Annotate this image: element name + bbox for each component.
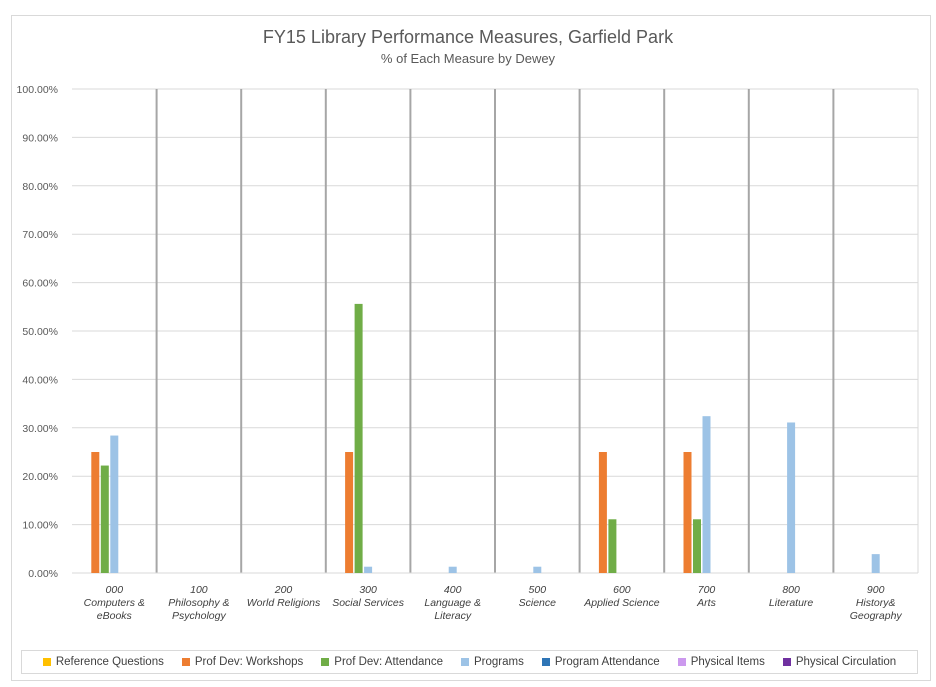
- legend-label: Reference Questions: [55, 656, 164, 668]
- bar: [91, 452, 100, 573]
- legend: Reference Questions Prof Dev: Workshops Pr…: [21, 650, 918, 674]
- y-tick-label: 0.00%: [28, 568, 58, 580]
- bar: [683, 452, 692, 573]
- x-tick-label: Computers &: [84, 597, 145, 609]
- x-tick-label: 600: [613, 584, 631, 596]
- legend-entry: Physical Items: [677, 656, 765, 668]
- x-tick-label: Arts: [696, 597, 716, 609]
- y-tick-label: 90.00%: [22, 132, 58, 144]
- x-tick-label: Literacy: [434, 610, 472, 622]
- x-tick-label: 900: [867, 584, 885, 596]
- y-tick-label: 20.00%: [22, 471, 58, 483]
- x-tick-label: 300: [359, 584, 377, 596]
- x-tick-label: Literature: [769, 597, 814, 609]
- legend-swatch: [782, 658, 791, 666]
- legend-swatch: [42, 658, 51, 666]
- legend-label: Programs: [473, 656, 524, 668]
- legend-label: Physical Circulation: [795, 656, 897, 668]
- legend-entry: Reference Questions: [42, 656, 164, 668]
- legend-swatch: [541, 658, 550, 666]
- x-tick-label: Social Services: [332, 597, 405, 609]
- x-tick-label: Geography: [850, 610, 903, 622]
- y-tick-label: 30.00%: [22, 423, 58, 435]
- bar: [448, 566, 457, 573]
- y-tick-label: 10.00%: [22, 520, 58, 532]
- chart-area: [11, 15, 931, 681]
- x-tick-label: Language &: [424, 597, 481, 609]
- legend-label: Physical Items: [690, 656, 765, 668]
- bar: [110, 435, 119, 573]
- x-tick-label: Applied Science: [583, 597, 659, 609]
- y-tick-label: 40.00%: [22, 374, 58, 386]
- bar: [533, 566, 542, 573]
- x-tick-label: 200: [274, 584, 293, 596]
- legend-label: Prof Dev: Workshops: [194, 656, 304, 668]
- legend-entry: Program Attendance: [541, 656, 660, 668]
- x-tick-label: Science: [519, 597, 557, 609]
- legend-entry: Prof Dev: Attendance: [321, 656, 443, 668]
- y-tick-label: 70.00%: [22, 229, 58, 241]
- x-tick-label: 800: [782, 584, 800, 596]
- x-tick-label: World Religions: [247, 597, 321, 609]
- bar: [702, 416, 711, 573]
- legend-swatch: [181, 658, 190, 666]
- x-tick-label: History&: [856, 597, 896, 609]
- bar: [100, 465, 109, 573]
- bar: [598, 452, 607, 573]
- legend-entry: Physical Circulation: [782, 656, 897, 668]
- y-tick-label: 60.00%: [22, 278, 58, 290]
- x-tick-label: 100: [190, 584, 208, 596]
- chart-title: FY15 Library Performance Measures, Garfi…: [262, 27, 674, 47]
- legend-label: Prof Dev: Attendance: [334, 656, 443, 668]
- y-tick-label: 50.00%: [22, 326, 58, 338]
- legend-swatch: [677, 658, 686, 666]
- chart-subtitle: % of Each Measure by Dewey: [380, 51, 556, 66]
- x-tick-label: 400: [444, 584, 462, 596]
- x-tick-label: 000: [106, 584, 124, 596]
- legend-entry: Prof Dev: Workshops: [181, 656, 304, 668]
- plot-area: 0.00% 10.00% 20.00% 30.00% 40.00% 50.00% 60.00…: [17, 84, 919, 622]
- legend-swatch: [321, 658, 330, 666]
- bar: [364, 566, 373, 573]
- y-tick-label: 100.00%: [17, 84, 58, 96]
- bar: [871, 554, 880, 573]
- legend-label: Program Attendance: [554, 656, 660, 668]
- x-tick-label: Psychology: [172, 610, 226, 622]
- bar: [354, 303, 363, 573]
- bar: [345, 452, 354, 573]
- bar: [787, 422, 796, 573]
- legend-swatch: [460, 658, 469, 666]
- x-tick-label: eBooks: [97, 610, 133, 622]
- bar: [693, 519, 701, 573]
- x-tick-label: Philosophy &: [168, 597, 229, 609]
- legend-entry: Programs: [460, 656, 524, 668]
- bar: [608, 519, 617, 573]
- x-tick-label: 500: [529, 584, 547, 596]
- y-tick-label: 80.00%: [22, 181, 58, 193]
- x-tick-label: 700: [698, 584, 716, 596]
